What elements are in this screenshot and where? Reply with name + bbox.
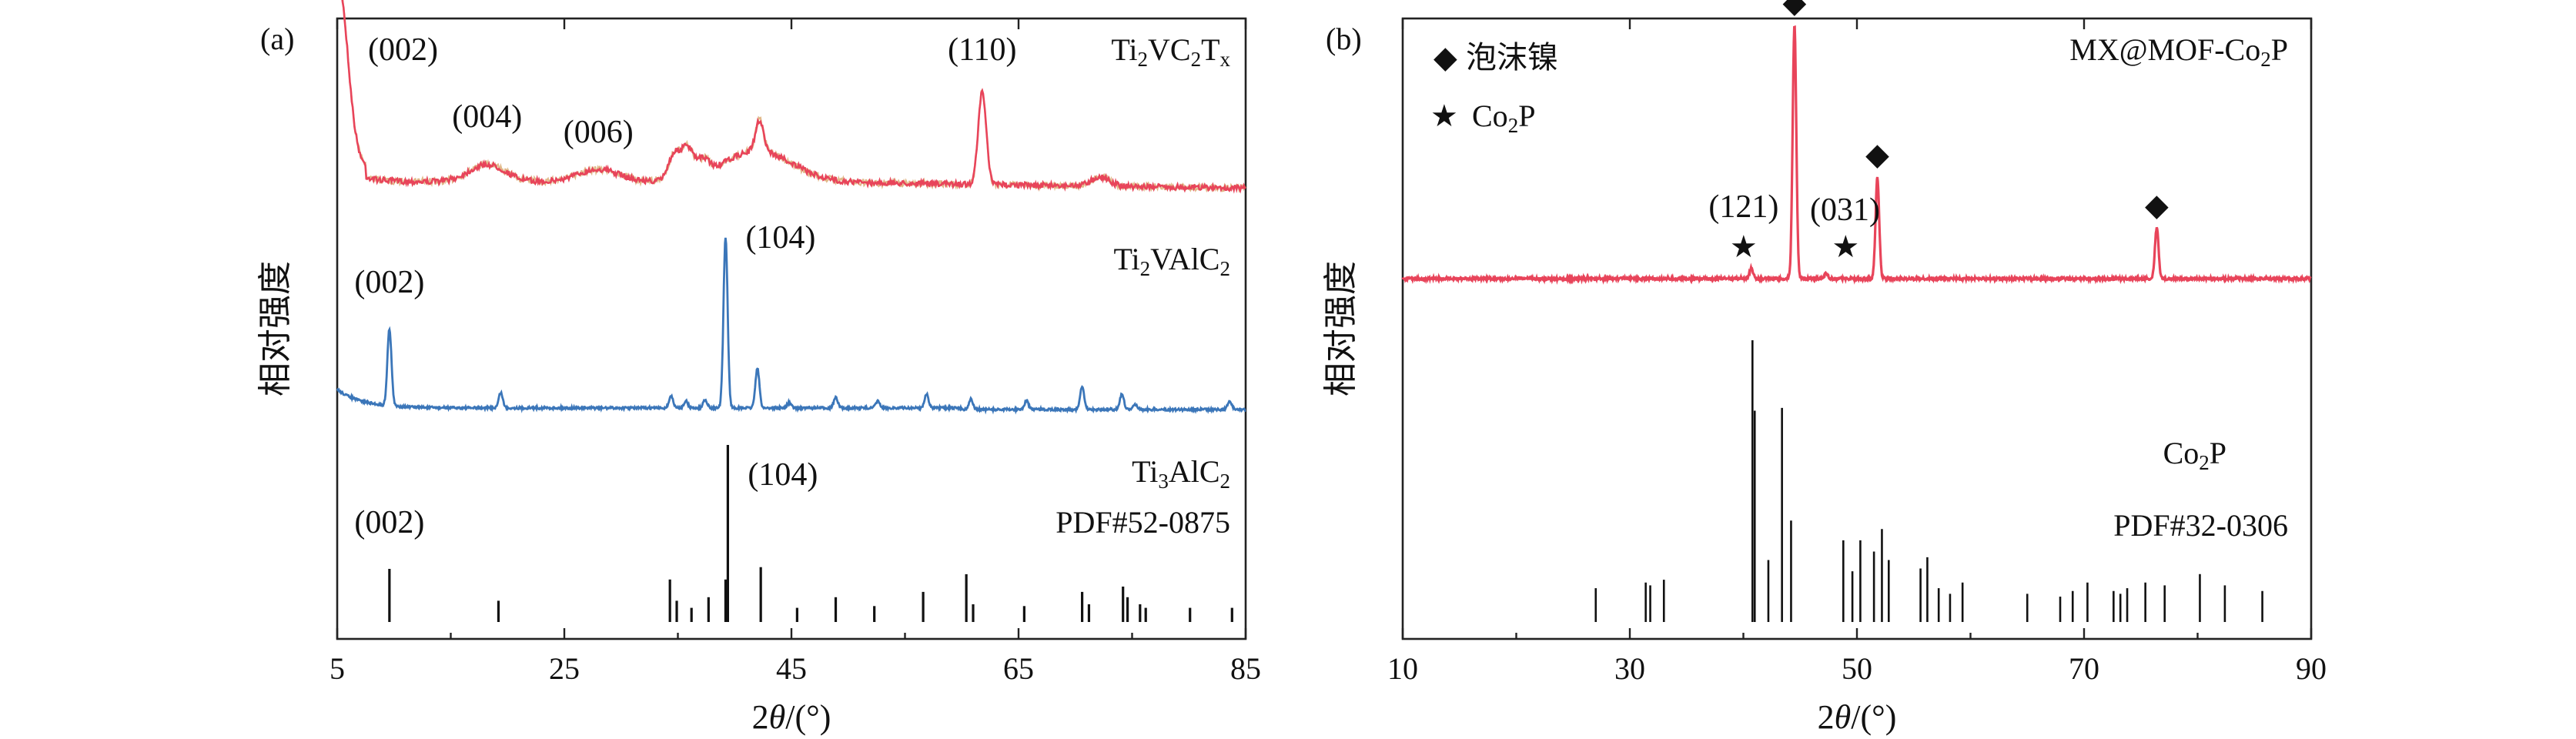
- x-tick-label: 70: [2069, 651, 2099, 686]
- peak-label-006: (006): [564, 115, 634, 150]
- x-axis-label: 2θ/(°): [752, 698, 831, 736]
- series-label-pdf-32-0306: PDF#32-0306: [2113, 508, 2288, 543]
- panel-label: (b): [1326, 22, 1362, 56]
- panel-a: 5 25 45 65 85 2θ/(°) 相对强度 (a) (002) (004) (006) (11…: [256, 0, 1261, 736]
- peak-label-110: (110): [948, 32, 1016, 68]
- x-tick-label: 65: [1003, 651, 1034, 686]
- series-label-pdf-52-0875: PDF#52-0875: [1055, 505, 1230, 540]
- peak-label-104-b: (104): [745, 220, 815, 256]
- nickel-foam-marker: ◆: [1782, 0, 1806, 19]
- co2p-marker: ★: [1730, 229, 1758, 264]
- x-tick-label: 10: [1387, 651, 1418, 686]
- series-label-mx-mof-co2p: MX@MOF-Co2P: [2069, 32, 2288, 71]
- series-label-co2p-ref: Co2P: [2163, 436, 2226, 474]
- legend-marker-co2p: ★: [1430, 99, 1458, 133]
- series-label-ti2valc2: Ti2VAlC2: [1113, 242, 1230, 280]
- legend-marker-nickel-foam: ◆: [1434, 40, 1457, 75]
- co2p-marker: ★: [1832, 229, 1859, 264]
- panel-b: 10 30 50 70 90 2θ/(°) 相对强度 (b) ★ ◆ ◆ ◆ ★ (121) (031) ◆ 泡…: [1322, 0, 2327, 736]
- peak-label-002-b: (002): [354, 265, 424, 300]
- plot-frame: [1401, 17, 2313, 640]
- peak-label-104-c: (104): [748, 457, 818, 493]
- x-tick-label: 85: [1230, 651, 1261, 686]
- series-label-ti2vc2tx: Ti2VC2Tx: [1111, 32, 1230, 71]
- legend: ◆ 泡沫镍★ Co2P: [1430, 40, 1558, 137]
- x-tick-label: 50: [1842, 651, 1872, 686]
- peak-label-004: (004): [452, 99, 522, 135]
- x-tick-label: 45: [776, 651, 807, 686]
- x-tick-label: 30: [1614, 651, 1645, 686]
- x-tick-label: 90: [2296, 651, 2327, 686]
- y-axis-label: 相对强度: [1322, 261, 1360, 396]
- peak-label-031: (031): [1810, 192, 1880, 228]
- legend-label-co2p: Co2P: [1472, 99, 1535, 137]
- x-axis-label: 2θ/(°): [1818, 698, 1897, 736]
- series-label-ti3alc2: Ti3AlC2: [1132, 454, 1230, 493]
- peak-label-121: (121): [1708, 189, 1778, 225]
- series-mx-mof-co2p-line: [1401, 25, 2312, 285]
- nickel-foam-marker: ◆: [2145, 188, 2169, 222]
- peak-label-002-a: (002): [368, 32, 438, 68]
- legend-label-nickel-foam: 泡沫镍: [1466, 40, 1558, 75]
- series-ti2valc2-line: [336, 237, 1246, 415]
- x-tick-label: 25: [549, 651, 580, 686]
- y-axis-label: 相对强度: [256, 261, 294, 396]
- panel-label: (a): [260, 22, 294, 56]
- series-ti2vc2tx-line: [341, 0, 1246, 194]
- nickel-foam-marker: ◆: [1865, 137, 1889, 172]
- peak-label-002-c: (002): [354, 505, 424, 540]
- x-tick-label: 5: [330, 651, 345, 686]
